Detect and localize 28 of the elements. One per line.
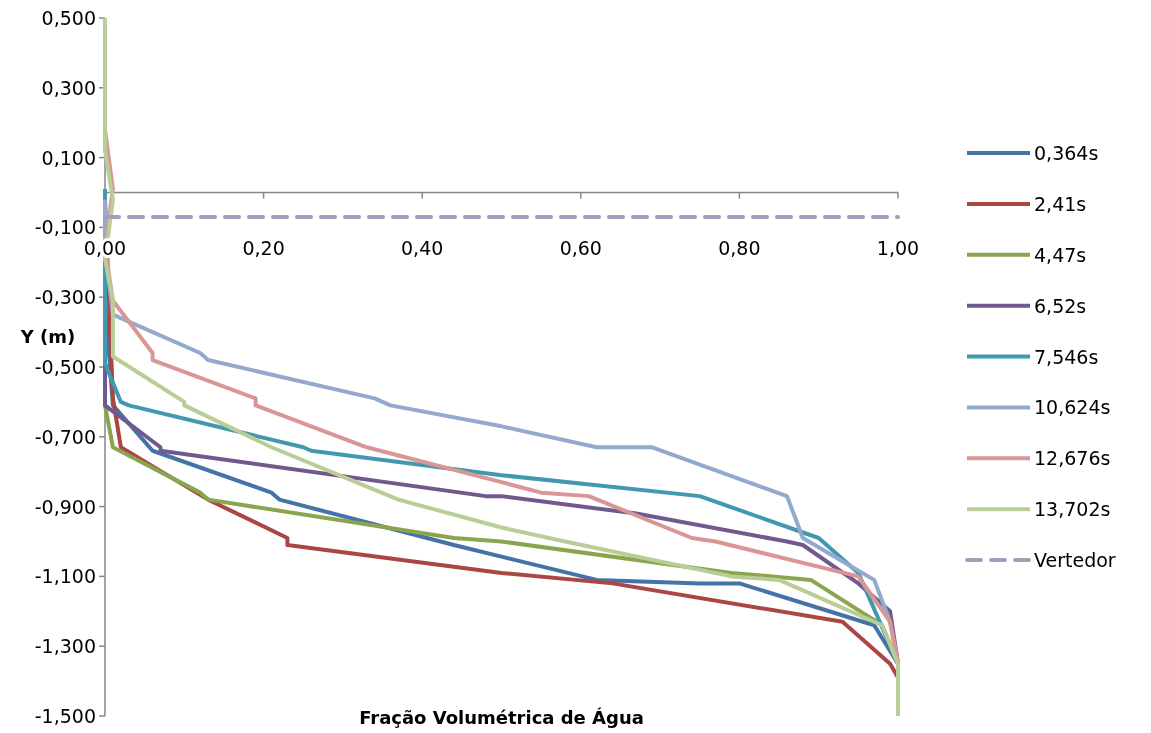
y-tick-label: -0,100 xyxy=(34,216,96,239)
y-tick-label: 0,100 xyxy=(41,146,96,169)
x-tick-label: 0,40 xyxy=(401,236,444,259)
y-tick-label: -0,300 xyxy=(34,286,96,309)
y-tick-label: -0,500 xyxy=(34,356,96,378)
x-tick-label: 0,20 xyxy=(242,236,285,259)
y-tick-label: -1,500 xyxy=(34,705,96,727)
y-tick-label: 0,300 xyxy=(41,76,96,99)
legend-label: Vertedor xyxy=(1034,549,1116,571)
x-axis-title: Fração Volumétrica de Água xyxy=(359,707,644,728)
y-tick-label: 0,500 xyxy=(41,7,96,29)
legend-label: 7,546s xyxy=(1034,345,1099,368)
y-tick-label: -0,700 xyxy=(34,425,96,448)
legend-label: 12,676s xyxy=(1034,447,1111,470)
legend-label: 4,47s xyxy=(1034,243,1087,266)
y-axis-title: Y (m) xyxy=(19,325,76,347)
x-tick-label: 0,00 xyxy=(83,236,127,259)
legend-label: 2,41s xyxy=(1034,192,1087,215)
y-tick-label: -0,900 xyxy=(34,495,96,518)
x-tick-label: 1,00 xyxy=(876,236,920,259)
x-tick-label: 0,60 xyxy=(559,236,602,259)
legend-label: 10,624s xyxy=(1034,396,1111,419)
y-tick-label: -1,100 xyxy=(34,565,96,588)
legend-label: 0,364s xyxy=(1034,142,1099,164)
legend-label: 13,702s xyxy=(1034,498,1111,521)
y-tick-label: -1,300 xyxy=(34,635,96,658)
x-tick-label: 0,80 xyxy=(718,236,761,259)
legend-label: 6,52s xyxy=(1034,294,1087,317)
